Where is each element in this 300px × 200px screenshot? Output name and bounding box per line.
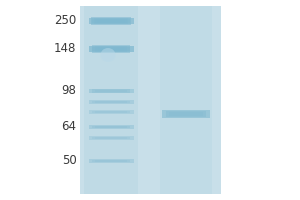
Bar <box>91 17 131 25</box>
Bar <box>95 111 127 113</box>
Bar <box>169 112 203 116</box>
Bar <box>88 89 134 93</box>
Bar <box>97 19 125 23</box>
Bar <box>95 160 127 162</box>
Text: 98: 98 <box>61 84 76 97</box>
Bar <box>95 137 127 139</box>
Bar <box>160 6 212 194</box>
Bar <box>92 45 130 53</box>
Bar <box>80 6 220 194</box>
Bar <box>92 19 130 23</box>
Bar <box>88 125 134 129</box>
Bar <box>88 18 134 24</box>
Bar <box>88 100 134 104</box>
Bar <box>94 18 128 24</box>
Bar <box>95 46 127 52</box>
Bar <box>92 111 130 113</box>
Bar <box>92 89 130 93</box>
Bar <box>92 137 130 139</box>
Text: 250: 250 <box>54 15 76 27</box>
Text: 148: 148 <box>54 43 76 55</box>
Bar <box>88 46 134 52</box>
Bar <box>98 47 124 51</box>
Bar <box>95 20 127 22</box>
Bar <box>95 126 127 128</box>
Ellipse shape <box>100 48 116 62</box>
Text: 50: 50 <box>62 154 76 168</box>
Bar <box>92 101 130 103</box>
Bar <box>95 90 127 92</box>
Bar <box>88 110 134 114</box>
Bar <box>92 160 130 162</box>
Bar <box>88 136 134 140</box>
Bar <box>92 126 130 128</box>
Bar <box>95 101 127 103</box>
Bar <box>84 6 138 194</box>
Text: 64: 64 <box>61 120 76 134</box>
Bar <box>95 48 127 50</box>
Bar <box>162 110 210 118</box>
Bar <box>92 47 130 51</box>
Bar <box>166 111 206 117</box>
Bar <box>88 159 134 163</box>
